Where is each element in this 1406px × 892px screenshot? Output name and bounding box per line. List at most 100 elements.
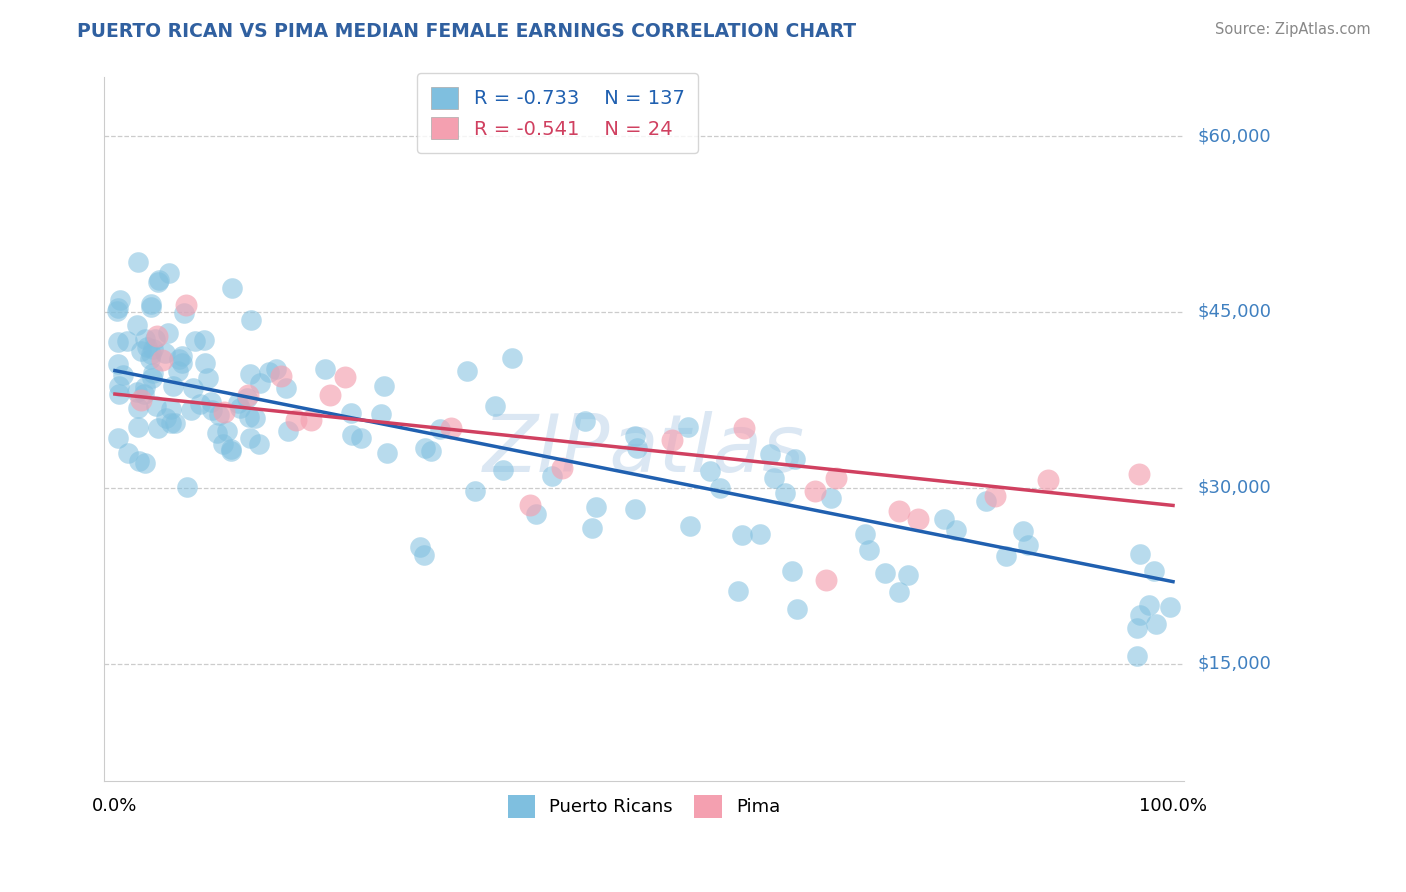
Point [145,329,167,343]
Point [780,565,803,579]
Point [150,353,173,368]
Point [413,548,436,562]
Point [142,342,165,356]
Point [167,352,190,367]
Point [243,411,266,425]
Point [127,255,149,269]
Text: $15,000: $15,000 [1198,655,1271,673]
Point [107,335,129,350]
Point [340,407,363,421]
Point [1129,608,1152,623]
Point [127,420,149,434]
Point [1159,600,1181,615]
Point [239,431,262,445]
Point [219,444,242,458]
Point [773,486,796,500]
Point [219,442,242,456]
Point [274,381,297,395]
Point [107,387,129,401]
Point [875,566,897,581]
Point [1129,547,1152,561]
Text: ZIPatlas: ZIPatlas [482,411,806,490]
Point [858,542,880,557]
Point [456,364,478,378]
Point [105,304,128,318]
Point [184,334,207,348]
Point [139,351,162,366]
Point [148,272,170,286]
Point [212,405,235,419]
Point [897,568,920,582]
Point [174,298,197,312]
Text: $30,000: $30,000 [1198,479,1271,497]
Point [162,379,184,393]
Point [350,431,373,445]
Point [117,446,139,460]
Point [160,402,183,417]
Point [762,471,785,485]
Point [887,504,910,518]
Point [238,410,260,425]
Point [221,280,243,294]
Point [146,275,169,289]
Point [200,395,222,409]
Point [624,502,647,516]
Point [1128,467,1150,482]
Point [107,431,129,445]
Point [132,387,155,401]
Point [1126,648,1149,663]
Point [127,318,149,332]
Point [585,500,607,514]
Point [409,540,432,554]
Point [134,380,156,394]
Point [730,528,752,542]
Point [167,364,190,378]
Point [249,376,271,390]
Point [1017,538,1039,552]
Point [108,293,131,308]
Point [984,489,1007,503]
Point [786,602,808,616]
Point [139,300,162,314]
Point [820,491,842,505]
Point [165,416,187,430]
Point [340,428,363,442]
Point [676,420,699,434]
Point [1126,621,1149,635]
Point [134,456,156,470]
Point [115,334,138,348]
Point [932,512,955,526]
Point [107,358,129,372]
Point [205,425,228,440]
Point [157,266,180,280]
Point [127,384,149,399]
Point [215,424,238,438]
Point [429,422,451,436]
Point [139,347,162,361]
Point [229,401,252,416]
Point [492,463,515,477]
Point [519,498,541,512]
Point [159,416,181,430]
Point [974,494,997,508]
Point [285,413,308,427]
Point [377,446,399,460]
Point [194,355,217,369]
Point [226,395,249,409]
Point [1144,617,1167,632]
Point [240,312,263,326]
Point [804,484,827,499]
Point [176,479,198,493]
Point [155,346,177,360]
Point [853,527,876,541]
Point [181,381,204,395]
Point [172,356,194,370]
Point [814,573,837,587]
Point [127,401,149,415]
Point [661,433,683,447]
Point [373,379,395,393]
Point [142,366,165,380]
Point [624,429,647,443]
Point [193,333,215,347]
Point [501,351,523,365]
